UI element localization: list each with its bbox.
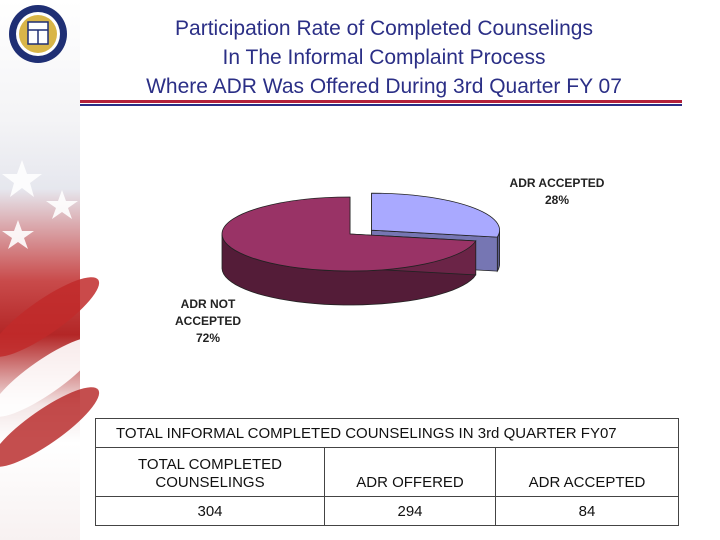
title-line-2: In The Informal Complaint Process xyxy=(222,46,546,69)
slice-value-not-accepted: 72% xyxy=(196,331,220,345)
treasury-seal-icon xyxy=(9,5,67,63)
summary-table: TOTAL INFORMAL COMPLETED COUNSELINGS IN … xyxy=(95,418,679,526)
stars-icon xyxy=(2,160,78,249)
title-line-1: Participation Rate of Completed Counseli… xyxy=(175,17,593,40)
title-rule-blue xyxy=(80,104,682,106)
value-adr-accepted: 84 xyxy=(495,496,679,526)
flag-background-icon xyxy=(0,0,108,540)
pie-slice-not-accepted xyxy=(221,196,477,272)
page-title: Participation Rate of Completed Counseli… xyxy=(90,14,678,101)
value-adr-offered: 294 xyxy=(324,496,496,526)
slice-value-accepted: 28% xyxy=(545,193,569,207)
header-adr-offered: ADR OFFERED xyxy=(324,447,496,497)
pie-top-group xyxy=(221,192,500,272)
value-total-completed: 304 xyxy=(95,496,325,526)
header-total-completed: TOTAL COMPLETED COUNSELINGS xyxy=(95,447,325,497)
title-line-3: Where ADR Was Offered During 3rd Quarter… xyxy=(146,75,622,98)
title-rule-red xyxy=(80,100,682,103)
table-caption: TOTAL INFORMAL COMPLETED COUNSELINGS IN … xyxy=(95,418,679,448)
slice-label-not-accepted-line1: ADR NOT xyxy=(181,297,236,311)
pie-chart: ADR ACCEPTED 28% ADR NOT ACCEPTED 72% xyxy=(175,176,605,345)
slice-label-not-accepted-line2: ACCEPTED xyxy=(175,314,241,328)
pie-slice-accepted xyxy=(371,192,500,238)
slice-label-accepted: ADR ACCEPTED xyxy=(510,176,605,190)
header-adr-accepted: ADR ACCEPTED xyxy=(495,447,679,497)
